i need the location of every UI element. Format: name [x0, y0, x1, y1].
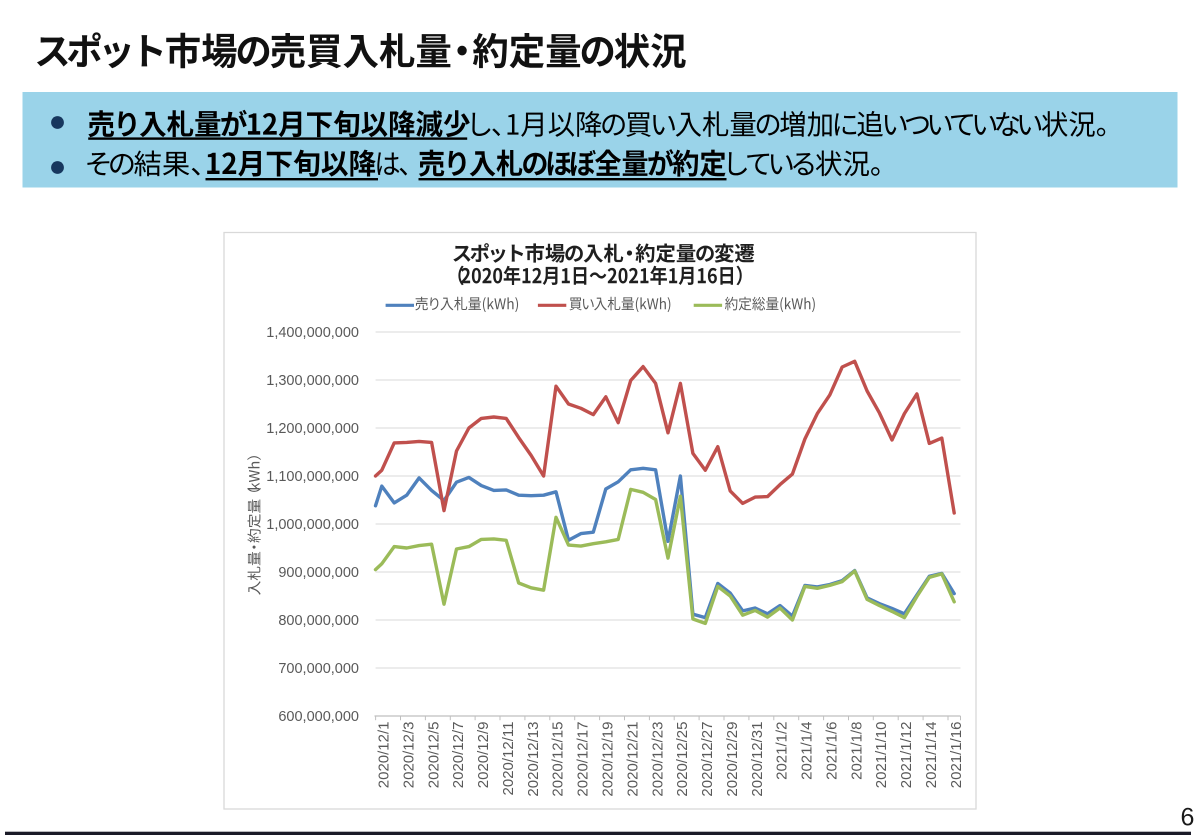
svg-text:1,100,000,000: 1,100,000,000 — [266, 469, 359, 485]
svg-text:2020/12/3: 2020/12/3 — [400, 722, 417, 789]
svg-text:2020/12/17: 2020/12/17 — [575, 722, 592, 797]
svg-text:800,000,000: 800,000,000 — [278, 613, 359, 629]
svg-text:2020/12/21: 2020/12/21 — [624, 722, 641, 797]
svg-text:2021/1/2: 2021/1/2 — [774, 722, 791, 780]
svg-text:1,000,000,000: 1,000,000,000 — [266, 517, 359, 533]
svg-text:1,300,000,000: 1,300,000,000 — [266, 373, 359, 389]
svg-text:2020/12/5: 2020/12/5 — [425, 722, 442, 789]
svg-text:2020/12/25: 2020/12/25 — [674, 722, 691, 797]
svg-text:700,000,000: 700,000,000 — [278, 661, 359, 677]
svg-text:2020/12/31: 2020/12/31 — [749, 722, 766, 797]
svg-text:2021/1/14: 2021/1/14 — [923, 722, 940, 789]
svg-text:2021/1/8: 2021/1/8 — [848, 722, 865, 780]
svg-text:600,000,000: 600,000,000 — [278, 709, 359, 725]
svg-text:2021/1/4: 2021/1/4 — [799, 722, 816, 780]
svg-text:2021/1/16: 2021/1/16 — [948, 722, 965, 789]
svg-text:2020/12/1: 2020/12/1 — [376, 722, 393, 789]
svg-text:2020/12/19: 2020/12/19 — [600, 722, 617, 797]
svg-text:2021/1/10: 2021/1/10 — [873, 722, 890, 789]
svg-text:6: 6 — [1181, 804, 1195, 832]
svg-text:2020/12/7: 2020/12/7 — [450, 722, 467, 789]
svg-text:2020/12/27: 2020/12/27 — [699, 722, 716, 797]
svg-text:1,200,000,000: 1,200,000,000 — [266, 421, 359, 437]
svg-text:1,400,000,000: 1,400,000,000 — [266, 325, 359, 341]
svg-text:2020/12/9: 2020/12/9 — [475, 722, 492, 789]
svg-text:2020/12/13: 2020/12/13 — [525, 722, 542, 797]
svg-text:2021/1/12: 2021/1/12 — [898, 722, 915, 789]
svg-text:2021/1/6: 2021/1/6 — [824, 722, 841, 780]
svg-text:2020/12/23: 2020/12/23 — [649, 722, 666, 797]
svg-text:900,000,000: 900,000,000 — [278, 565, 359, 581]
svg-text:2020/12/29: 2020/12/29 — [724, 722, 741, 797]
svg-text:2020/12/15: 2020/12/15 — [550, 722, 567, 797]
svg-text:2020/12/11: 2020/12/11 — [500, 722, 517, 796]
